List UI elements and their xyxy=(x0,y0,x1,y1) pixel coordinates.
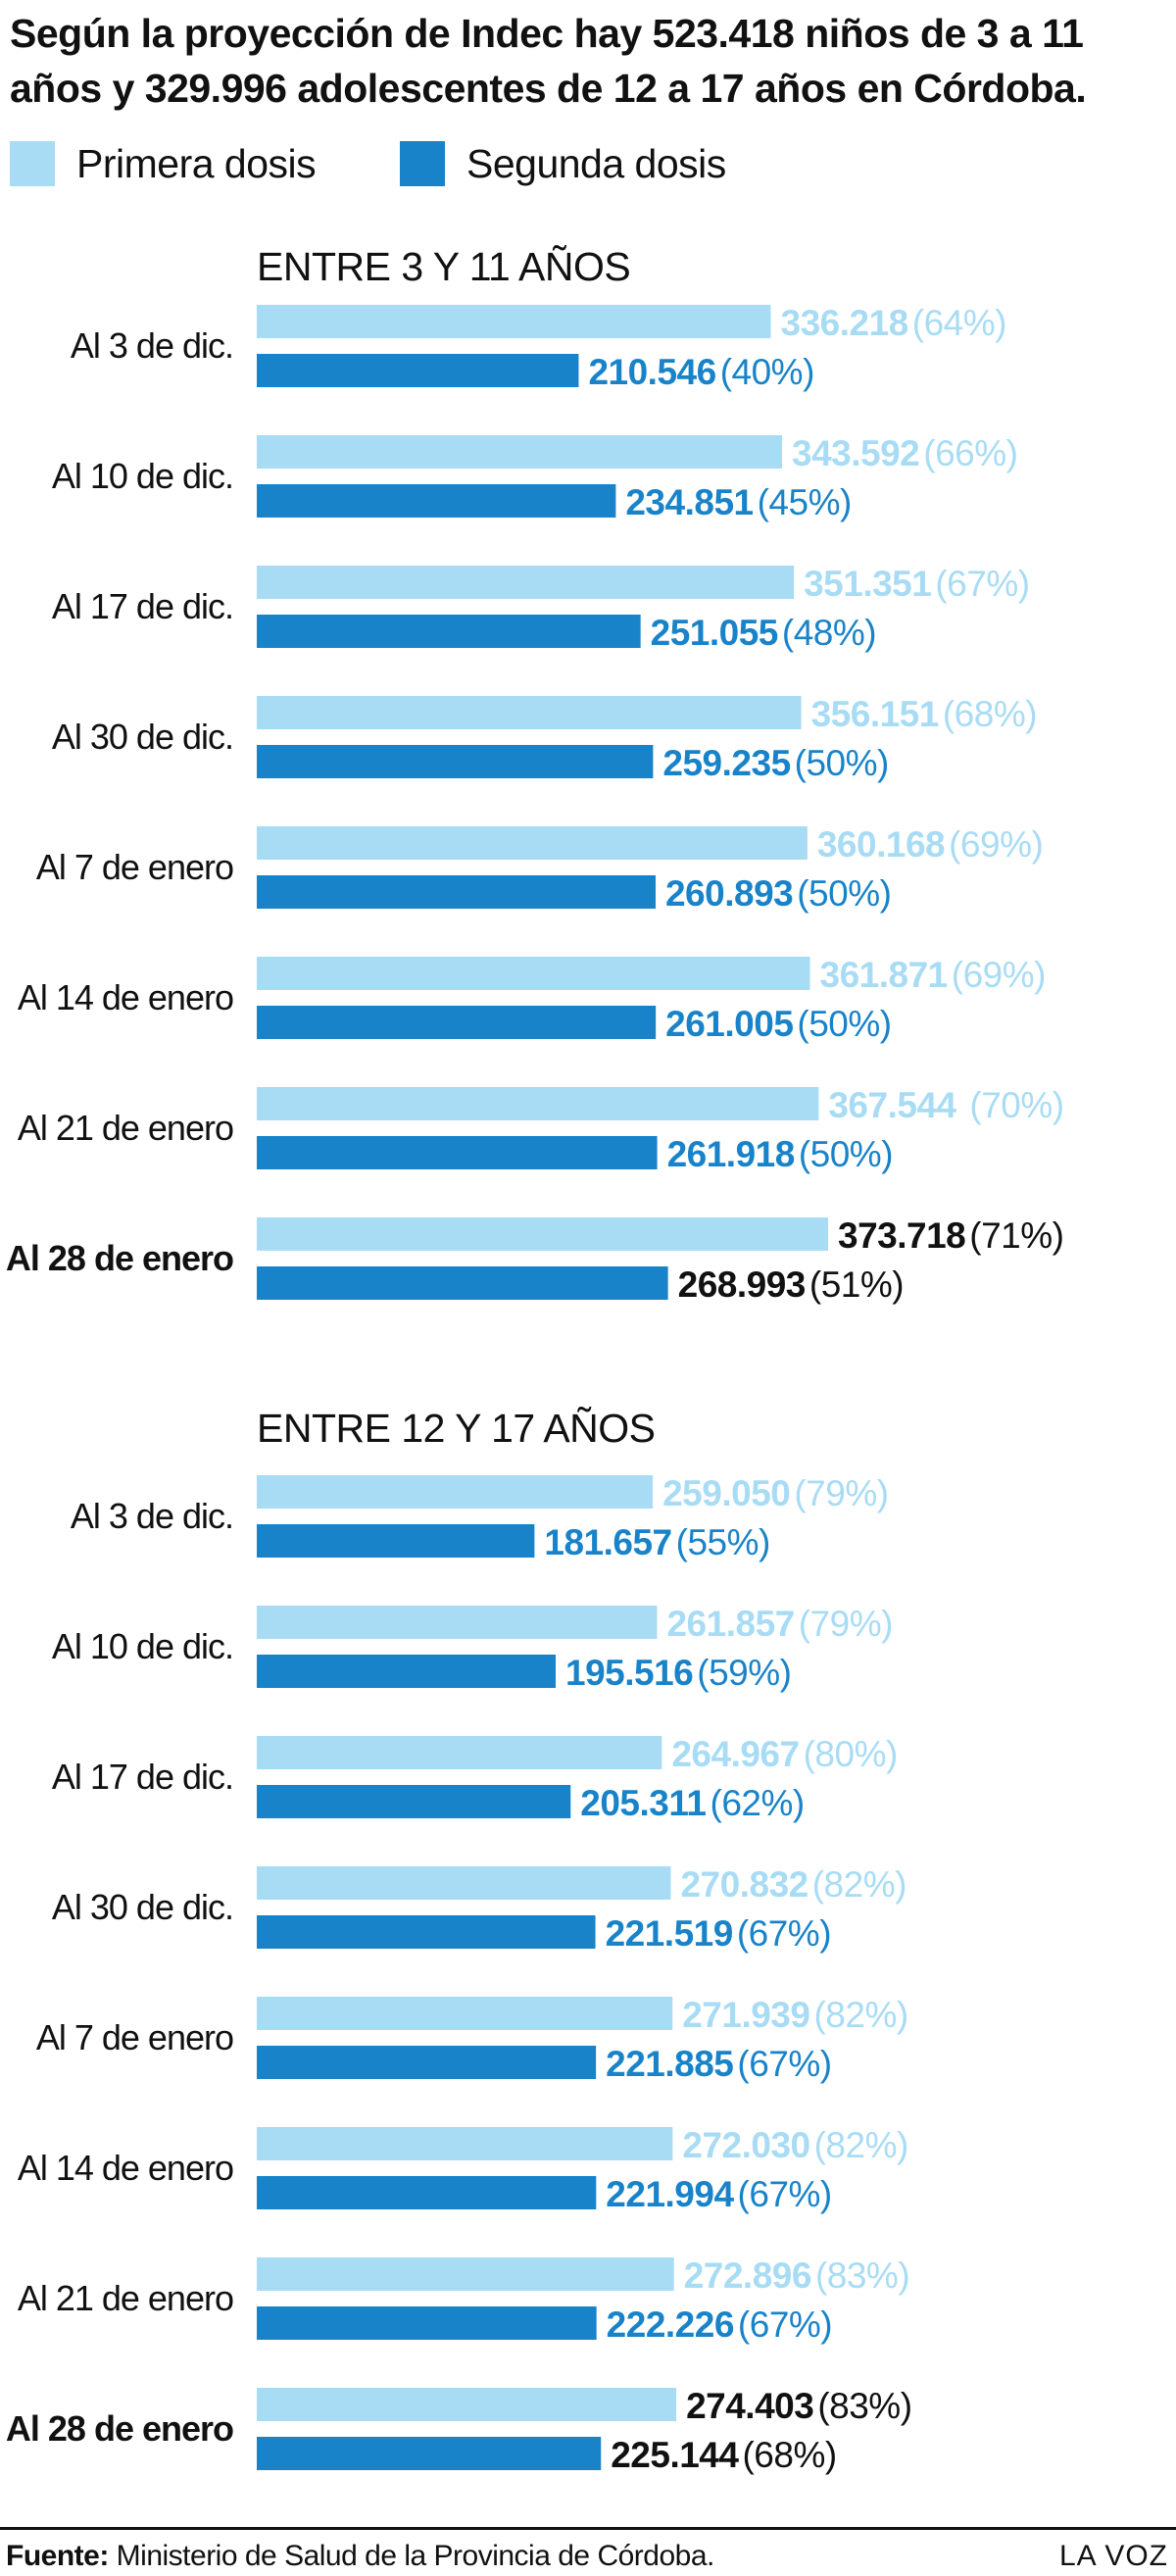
bar-second-dose xyxy=(257,1266,668,1300)
bar-first-dose xyxy=(257,826,808,860)
row-label: Al 14 de enero xyxy=(18,977,233,1017)
section-title: ENTRE 12 Y 17 AÑOS xyxy=(257,1406,656,1451)
bar-first-dose xyxy=(257,2257,674,2291)
bar-first-dose xyxy=(257,566,795,599)
value-label: 361.871 (69%) xyxy=(820,955,1046,995)
row-label: Al 21 de enero xyxy=(18,1108,233,1148)
legend-swatch-first-dose xyxy=(10,141,55,186)
value-label: 225.144 (68%) xyxy=(611,2435,836,2475)
bar-first-dose xyxy=(257,696,802,729)
row-label: Al 17 de dic. xyxy=(52,586,233,626)
row-label: Al 30 de dic. xyxy=(52,717,233,757)
bar-second-dose xyxy=(257,1136,658,1169)
row-label: Al 7 de enero xyxy=(36,847,233,887)
value-label: 367.544 (70%) xyxy=(828,1085,1063,1125)
bar-second-dose xyxy=(257,875,656,909)
row-label: Al 7 de enero xyxy=(36,2017,233,2057)
bar-second-dose xyxy=(257,1915,596,1949)
value-label: 251.055 (48%) xyxy=(651,613,876,653)
bar-first-dose xyxy=(257,957,810,990)
bar-first-dose xyxy=(257,2127,673,2160)
legend-label-second-dose: Segunda dosis xyxy=(466,140,726,186)
bar-first-dose xyxy=(257,1217,829,1251)
value-label: 272.896 (83%) xyxy=(684,2255,909,2296)
section-title: ENTRE 3 Y 11 AÑOS xyxy=(257,244,630,289)
bar-first-dose xyxy=(257,1606,658,1639)
row-label: Al 10 de dic. xyxy=(52,1626,233,1666)
bar-first-dose xyxy=(257,1475,654,1509)
bar-second-dose xyxy=(257,2176,597,2209)
value-label: 274.403 (83%) xyxy=(686,2386,911,2426)
value-label: 221.519 (67%) xyxy=(606,1913,831,1954)
value-label: 268.993 (51%) xyxy=(678,1264,904,1305)
bar-second-dose xyxy=(257,1524,535,1558)
value-label: 336.218 (64%) xyxy=(781,303,1006,343)
bar-first-dose xyxy=(257,1866,671,1900)
vaccination-bar-charts: ENTRE 3 Y 11 AÑOS Al 3 de dic. 336.218 (64%… xyxy=(6,244,1064,2475)
value-label: 181.657 (55%) xyxy=(544,1522,769,1562)
value-label: 195.516 (59%) xyxy=(565,1653,791,1693)
value-label: 343.592 (66%) xyxy=(792,433,1017,473)
value-label: 261.918 (50%) xyxy=(667,1134,893,1174)
brand-logo: LA VOZ xyxy=(1058,2540,1168,2572)
bar-second-dose xyxy=(257,2306,597,2340)
row-label: Al 28 de enero xyxy=(6,2408,233,2449)
bar-first-dose xyxy=(257,1087,819,1120)
bar-second-dose xyxy=(257,1785,571,1818)
value-label: 205.311 (62%) xyxy=(580,1783,804,1823)
headline: Según la proyección de Indec hay 523.418… xyxy=(10,11,1087,111)
source-text: Ministerio de Salud de la Provincia de C… xyxy=(116,2540,715,2572)
bar-second-dose xyxy=(257,354,579,387)
bar-first-dose xyxy=(257,305,771,338)
bar-second-dose xyxy=(257,2437,602,2470)
legend-swatch-second-dose xyxy=(400,141,445,186)
value-label: 351.351 (67%) xyxy=(804,564,1029,604)
row-label: Al 21 de enero xyxy=(18,2278,233,2318)
bar-first-dose xyxy=(257,1736,662,1769)
row-label: Al 17 de dic. xyxy=(52,1757,233,1797)
value-label: 264.967 (80%) xyxy=(671,1734,897,1774)
value-label: 259.235 (50%) xyxy=(662,743,888,783)
bar-first-dose xyxy=(257,435,783,469)
bar-second-dose xyxy=(257,1006,657,1039)
bar-second-dose xyxy=(257,484,616,518)
row-label: Al 3 de dic. xyxy=(71,1496,233,1536)
value-label: 221.994 (67%) xyxy=(606,2174,831,2214)
source-note: Fuente: Ministerio de Salud de la Provin… xyxy=(6,2540,714,2573)
legend-item-first-dose: Primera dosis xyxy=(10,139,317,188)
value-label: 222.226 (67%) xyxy=(607,2304,832,2345)
bar-second-dose xyxy=(257,2046,597,2079)
value-label: 272.030 (82%) xyxy=(682,2125,907,2165)
bar-second-dose xyxy=(257,1655,557,1688)
bar-second-dose xyxy=(257,615,641,648)
value-label: 271.939 (82%) xyxy=(682,1995,907,2035)
legend-label-first-dose: Primera dosis xyxy=(76,140,317,186)
row-label: Al 28 de enero xyxy=(6,1238,233,1278)
bar-first-dose xyxy=(257,1997,673,2030)
value-label: 234.851 (45%) xyxy=(625,482,851,522)
row-label: Al 10 de dic. xyxy=(52,456,233,496)
row-label: Al 3 de dic. xyxy=(71,325,233,366)
value-label: 261.857 (79%) xyxy=(666,1604,892,1644)
value-label: 221.885 (67%) xyxy=(606,2044,831,2084)
value-label: 356.151 (68%) xyxy=(811,694,1037,734)
source-label: Fuente: xyxy=(6,2540,109,2572)
bar-second-dose xyxy=(257,745,654,778)
bar-first-dose xyxy=(257,2388,677,2421)
value-label: 270.832 (82%) xyxy=(680,1864,906,1905)
value-label: 260.893 (50%) xyxy=(665,873,891,914)
footer: Fuente: Ministerio de Salud de la Provin… xyxy=(0,2527,1176,2576)
row-label: Al 30 de dic. xyxy=(52,1887,233,1927)
legend-item-second-dose: Segunda dosis xyxy=(400,139,726,188)
row-label: Al 14 de enero xyxy=(18,2148,233,2188)
value-label: 360.168 (69%) xyxy=(817,824,1043,865)
value-label: 373.718 (71%) xyxy=(838,1215,1063,1256)
value-label: 210.546 (40%) xyxy=(588,352,813,392)
value-label: 261.005 (50%) xyxy=(665,1004,891,1044)
value-label: 259.050 (79%) xyxy=(662,1473,888,1513)
